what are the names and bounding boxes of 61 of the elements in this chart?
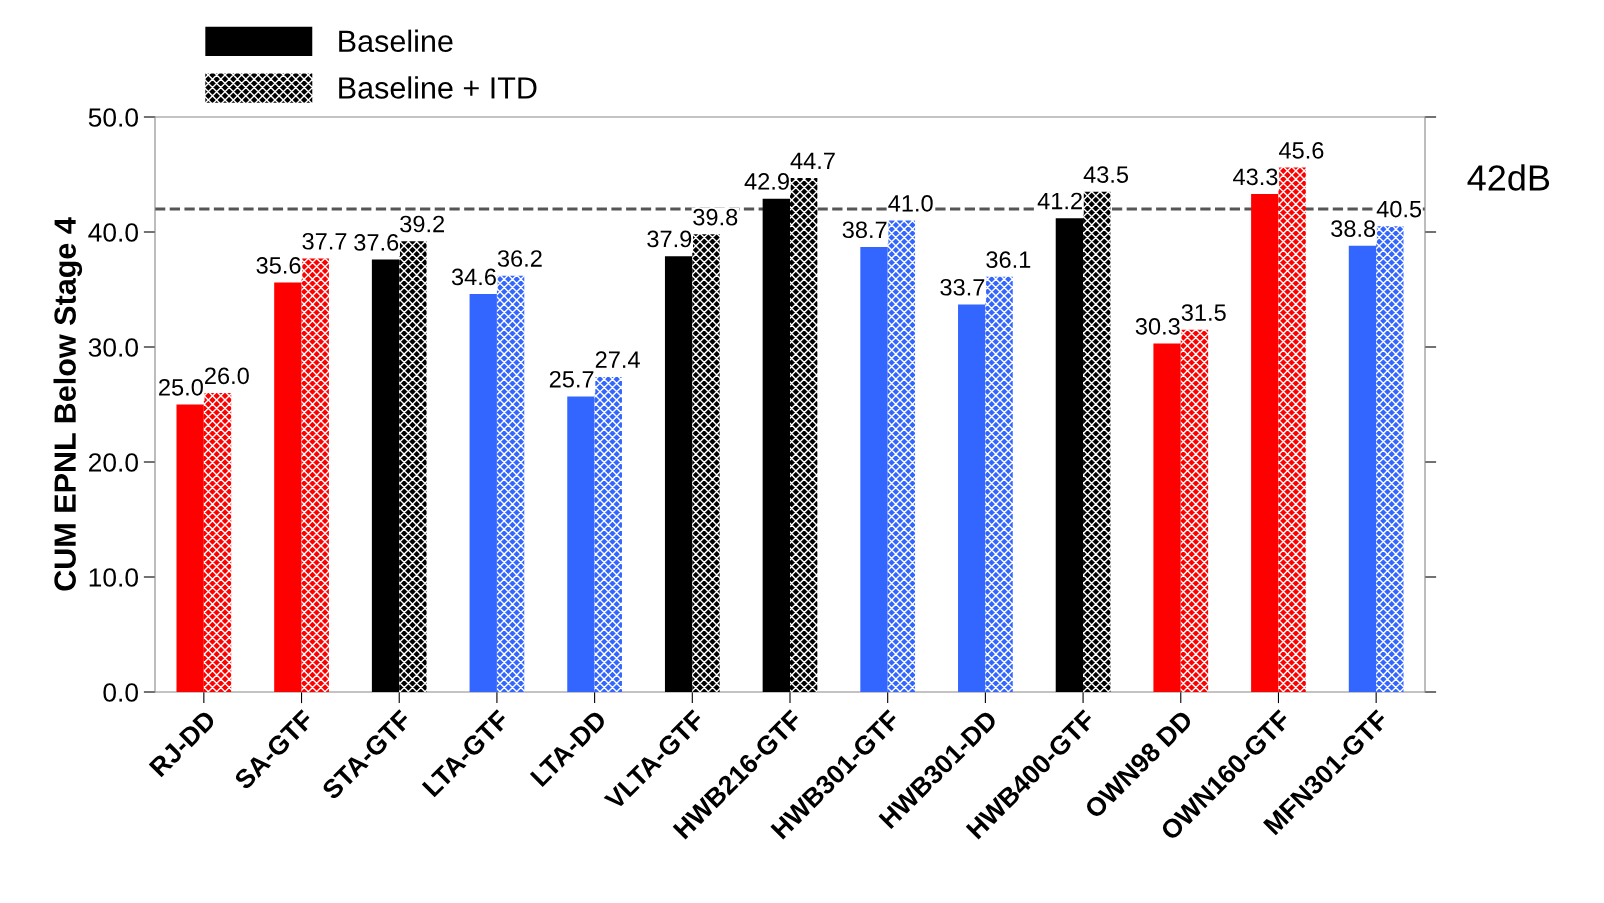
data-label: 37.7	[302, 232, 347, 250]
bar	[594, 376, 622, 692]
data-label: 27.4	[595, 351, 640, 368]
bar	[1348, 245, 1377, 692]
data-label: 38.8	[1331, 220, 1376, 237]
data-label: 37.6	[354, 234, 399, 251]
bar	[692, 234, 720, 692]
bar	[567, 396, 595, 692]
bar	[1153, 343, 1181, 692]
data-label: 36.2	[497, 250, 542, 267]
data-label: 33.7	[940, 278, 985, 296]
data-label: 45.6	[1279, 142, 1324, 159]
bar	[469, 294, 497, 692]
data-label: 43.3	[1233, 168, 1278, 186]
data-label: 39.8	[693, 208, 738, 226]
data-label: 39.2	[400, 215, 444, 233]
y-tick-label: 10.0	[89, 568, 138, 587]
ref-line-label: 42dB	[1467, 164, 1550, 191]
data-label: 37.9	[647, 230, 692, 248]
data-label: 35.6	[256, 257, 301, 274]
bar	[371, 259, 400, 692]
bar	[399, 241, 427, 692]
bar	[496, 275, 525, 692]
bar	[1376, 226, 1404, 692]
legend-label: Baseline	[339, 29, 453, 53]
bar	[958, 304, 986, 692]
y-axis-title: CUM EPNL Below Stage 4	[53, 217, 83, 591]
data-label: 42.9	[744, 173, 789, 190]
bar	[790, 177, 818, 692]
data-label: 25.7	[549, 370, 594, 388]
data-label: 31.5	[1181, 304, 1226, 321]
data-label: 34.6	[451, 268, 496, 286]
legend-label: Baseline + ITD	[339, 76, 537, 99]
y-tick-label: 40.0	[88, 223, 138, 242]
bar	[203, 393, 232, 692]
bar	[274, 282, 302, 692]
bar	[1055, 218, 1084, 692]
data-label: 25.0	[159, 378, 203, 396]
y-tick-label: 30.0	[88, 338, 138, 357]
data-label: 41.0	[888, 194, 933, 212]
y-tick-label: 50.0	[88, 108, 138, 127]
data-label: 26.0	[205, 367, 249, 385]
bar	[985, 276, 1013, 692]
data-label: 36.1	[986, 251, 1031, 269]
data-label: 44.7	[790, 152, 835, 169]
bar	[1251, 194, 1279, 692]
data-label: 30.3	[1135, 318, 1180, 335]
bar	[301, 258, 329, 692]
bar	[1278, 167, 1306, 692]
bar	[664, 256, 693, 692]
y-tick-label: 20.0	[89, 453, 138, 472]
bar	[860, 246, 888, 692]
data-label: 43.5	[1083, 166, 1129, 183]
data-label: 41.2	[1037, 192, 1082, 210]
bar	[887, 220, 916, 692]
bar	[1180, 329, 1209, 692]
data-label: 38.7	[842, 221, 887, 239]
y-tick-label: 0.0	[103, 683, 138, 702]
bar	[1083, 191, 1111, 692]
data-label: 40.5	[1376, 200, 1422, 218]
bar	[176, 404, 204, 692]
